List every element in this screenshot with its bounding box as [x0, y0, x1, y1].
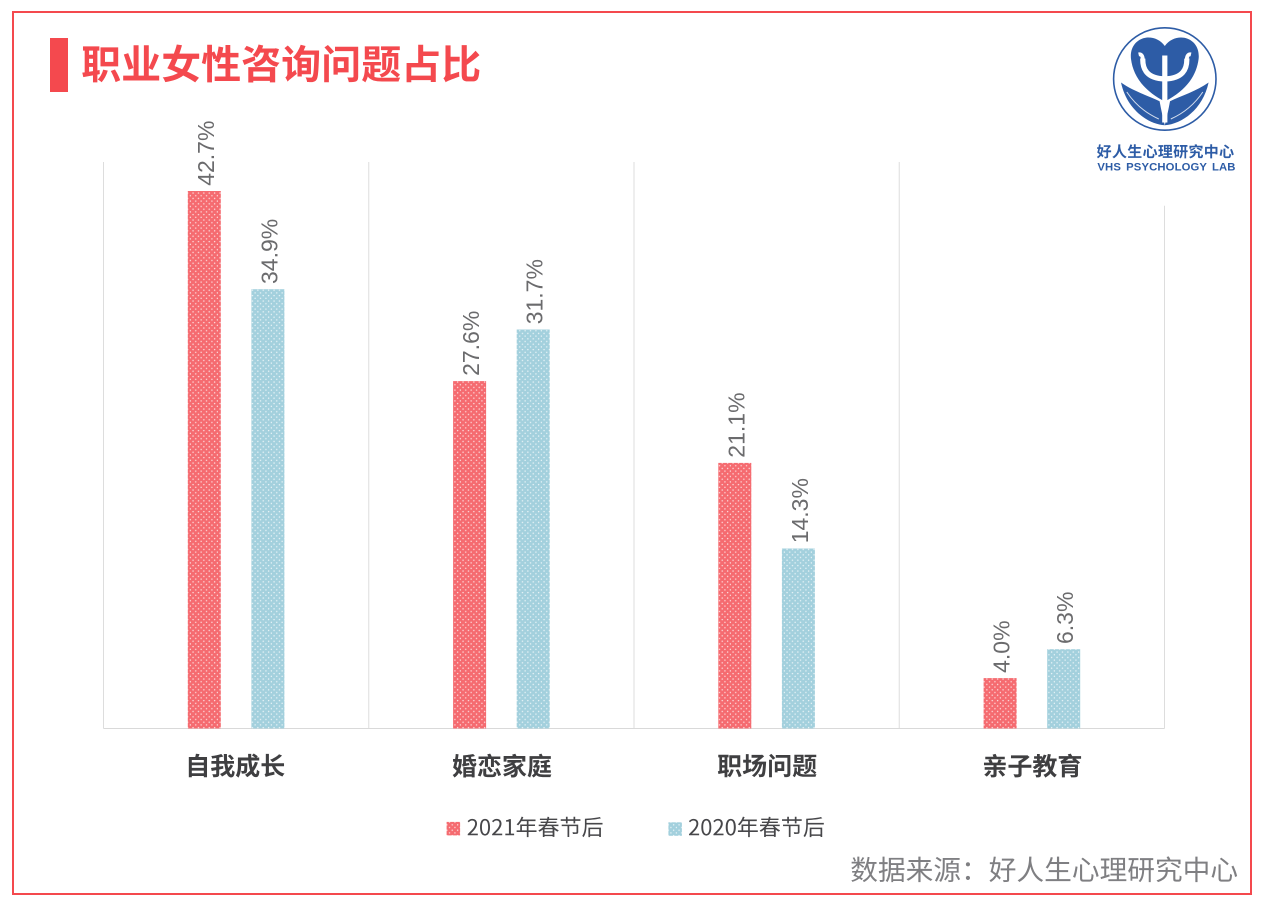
svg-text:4.0%: 4.0%: [989, 620, 1015, 672]
svg-text:31.7%: 31.7%: [522, 259, 548, 324]
svg-text:14.3%: 14.3%: [787, 478, 813, 543]
svg-text:27.6%: 27.6%: [458, 311, 484, 376]
svg-text:42.7%: 42.7%: [193, 121, 219, 186]
svg-text:21.1%: 21.1%: [723, 392, 749, 457]
svg-text:6.3%: 6.3%: [1052, 592, 1078, 644]
svg-text:VHS PSYCHOLOGY LAB: VHS PSYCHOLOGY LAB: [1097, 161, 1235, 173]
svg-text:34.9%: 34.9%: [256, 219, 282, 284]
